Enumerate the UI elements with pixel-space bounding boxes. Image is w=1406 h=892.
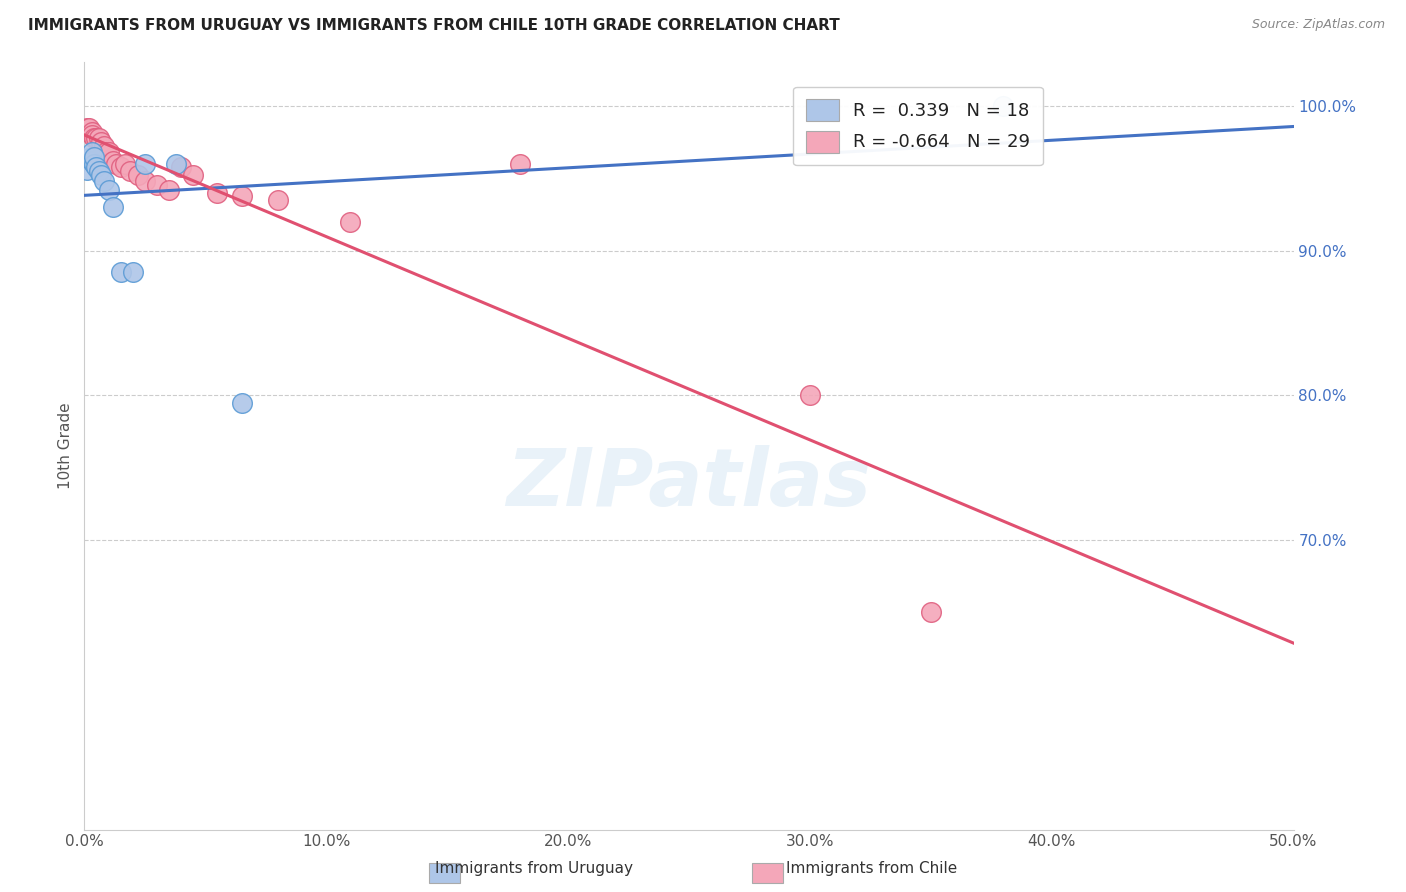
Text: Source: ZipAtlas.com: Source: ZipAtlas.com [1251,18,1385,31]
Legend: R =  0.339   N = 18, R = -0.664   N = 29: R = 0.339 N = 18, R = -0.664 N = 29 [793,87,1043,165]
Point [110,265,132,279]
Point [90,135,112,149]
Text: Immigrants from Chile: Immigrants from Chile [786,861,957,876]
Point [170,160,193,174]
Point [97,145,120,160]
Point [165,157,187,171]
Point [146,178,169,193]
Text: IMMIGRANTS FROM URUGUAY VS IMMIGRANTS FROM CHILE 10TH GRADE CORRELATION CHART: IMMIGRANTS FROM URUGUAY VS IMMIGRANTS FR… [28,18,839,33]
Point [231,395,253,409]
Point [339,214,361,228]
Point [80,145,103,160]
Point [207,186,229,200]
Point [87,130,110,145]
Point [76,120,98,135]
Point [97,183,120,197]
Point [94,145,117,160]
Point [104,157,127,171]
Point [157,183,180,197]
Point [110,160,132,174]
Point [86,130,108,145]
Point [83,149,105,163]
Point [83,157,105,171]
Point [80,125,103,139]
Y-axis label: 10th Grade: 10th Grade [58,402,73,490]
Point [103,200,125,214]
Text: ZIPatlas: ZIPatlas [506,445,872,524]
Point [120,164,142,178]
Point [93,139,115,153]
Point [799,388,821,402]
Point [77,120,100,135]
Point [231,188,253,202]
Point [121,265,143,279]
Point [86,160,108,174]
Point [134,174,156,188]
Point [77,151,100,165]
Point [993,99,1015,113]
Point [90,169,112,183]
Point [80,128,103,142]
Point [93,174,115,188]
Point [87,164,110,178]
Point [267,193,290,207]
Point [76,162,98,177]
Point [127,169,149,183]
Point [134,157,156,171]
Point [114,157,136,171]
Text: Immigrants from Uruguay: Immigrants from Uruguay [436,861,633,876]
Point [83,130,105,145]
Point [509,157,531,171]
Point [181,169,204,183]
Point [103,153,125,168]
Point [920,606,942,620]
Point [80,153,103,168]
